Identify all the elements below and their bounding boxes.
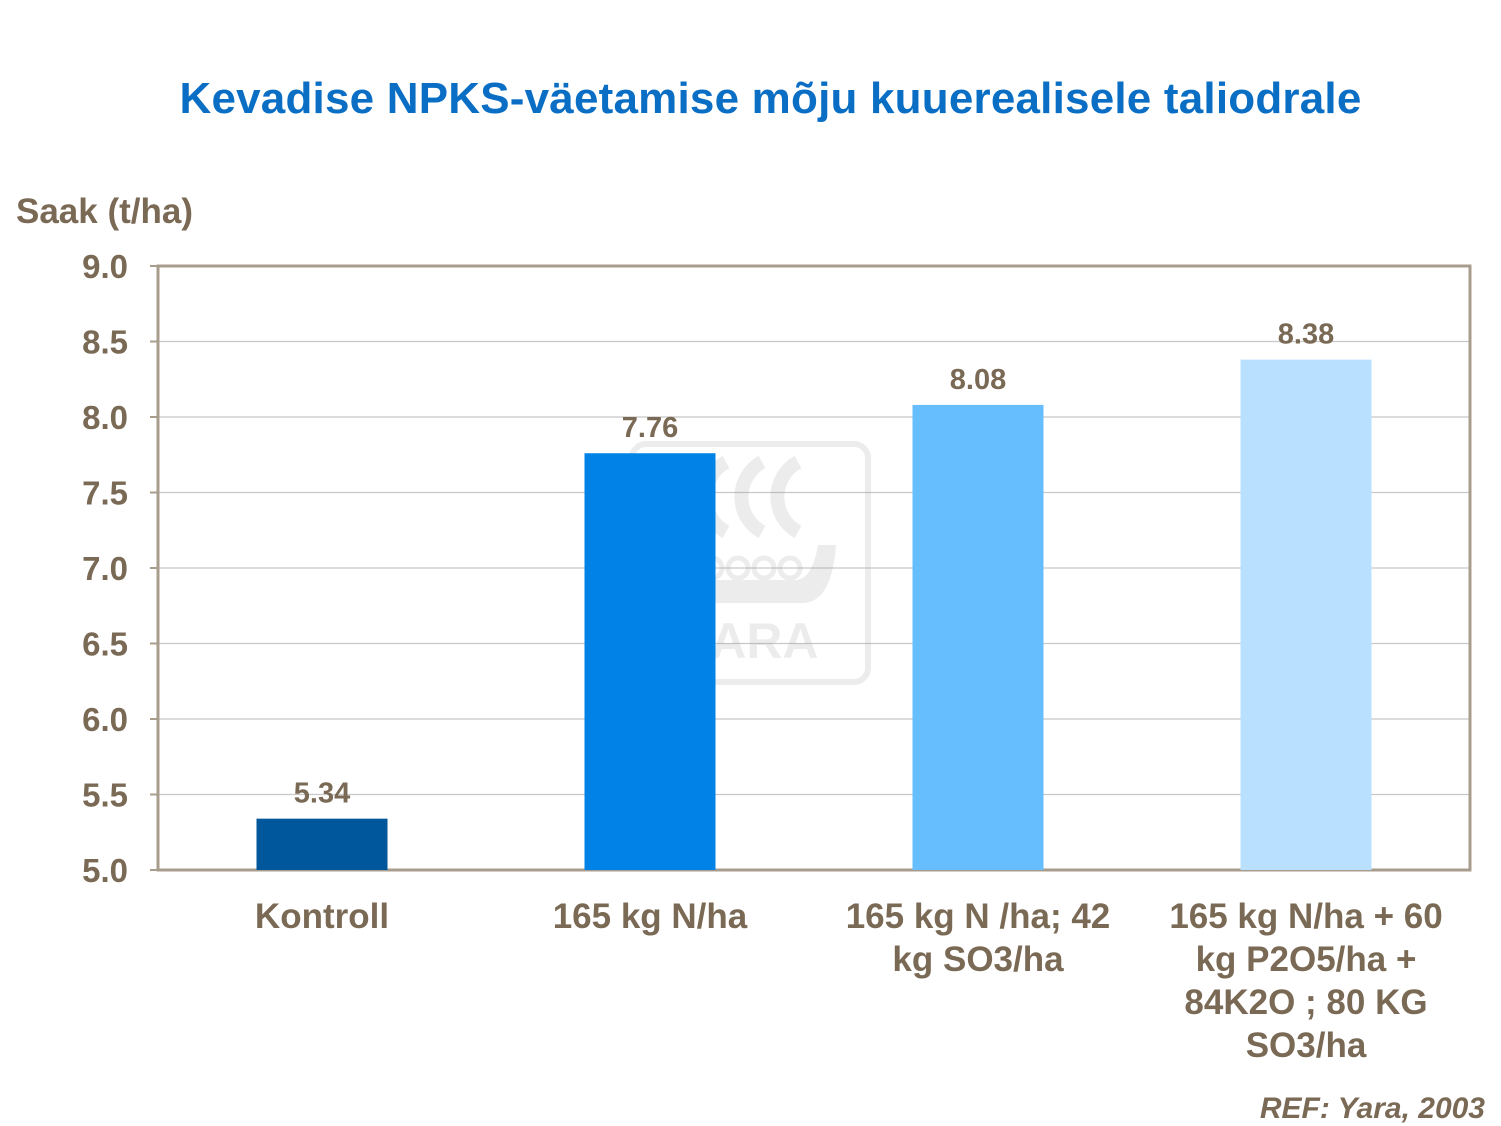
x-tick-label: Kontroll [255, 897, 389, 936]
y-axis-label: Saak (t/ha) [16, 192, 193, 231]
bar [1240, 359, 1372, 870]
x-tick-label: kg SO3/ha [892, 940, 1064, 979]
data-label: 5.34 [294, 778, 350, 810]
data-label: 8.08 [950, 364, 1006, 396]
y-tick-label: 8.5 [82, 324, 128, 361]
data-label: 7.76 [622, 412, 678, 444]
x-tick-label: 165 kg N/ha + 60 [1169, 897, 1442, 936]
data-labels: 5.34 7.76 8.08 8.38 [294, 319, 1334, 810]
reference-note: REF: Yara, 2003 [1259, 1092, 1485, 1125]
y-tick-label: 5.5 [82, 777, 128, 814]
x-tick-label: SO3/ha [1246, 1026, 1367, 1065]
x-tick-label: 165 kg N /ha; 42 [846, 897, 1111, 936]
category-labels: Kontroll 165 kg N/ha 165 kg N /ha; 42 kg SO… [255, 897, 1443, 1065]
x-tick-label: kg P2O5/ha + [1196, 940, 1417, 979]
bars [256, 359, 1372, 870]
y-tick-label: 7.0 [82, 550, 128, 587]
bar [912, 404, 1044, 870]
y-tick-label: 8.0 [82, 399, 128, 436]
y-tick-label: 6.5 [82, 626, 128, 663]
y-tick-label: 6.0 [82, 701, 128, 738]
chart-title: Kevadise NPKS-väetamise mõju kuuerealise… [179, 74, 1362, 123]
y-tick-label: 9.0 [82, 248, 128, 285]
y-tick-label: 5.0 [82, 852, 128, 889]
y-ticks: 5.0 5.5 6.0 6.5 7.0 7.5 8.0 8.5 9.0 [82, 248, 158, 889]
x-tick-label: 165 kg N/ha [553, 897, 748, 936]
bar [256, 818, 388, 870]
data-label: 8.38 [1278, 319, 1334, 351]
bar [584, 453, 716, 870]
x-tick-label: 84K2O ; 80 KG [1184, 983, 1427, 1022]
y-tick-label: 7.5 [82, 475, 128, 512]
